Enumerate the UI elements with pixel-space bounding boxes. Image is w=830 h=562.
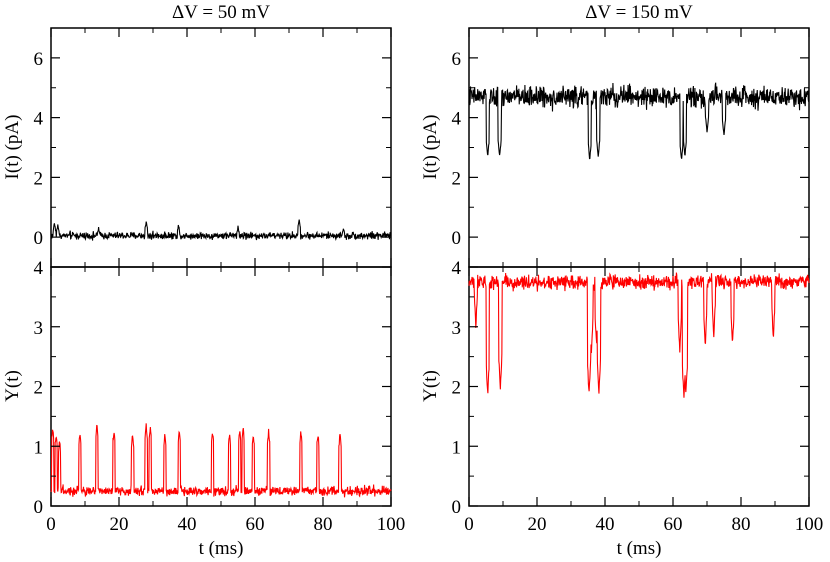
left-bottom-plot-area	[50, 266, 392, 507]
right-xtick-label: 0	[464, 514, 474, 535]
left-xtick-label: 20	[110, 514, 129, 535]
right-title: ΔV = 150 mV	[585, 2, 693, 23]
right-bottom-ytick-label: 0	[452, 497, 462, 518]
right-xlabel: t (ms)	[617, 538, 662, 559]
left-top-ytick-label: 6	[34, 49, 44, 70]
right-bottom-ylabel: Y(t)	[420, 370, 441, 402]
left-y-series	[50, 423, 392, 498]
left-xtick-label: 80	[314, 514, 333, 535]
right-xtick-label: 60	[664, 514, 683, 535]
left-title: ΔV = 50 mV	[172, 2, 270, 23]
right-bottom-plot-area	[468, 266, 810, 507]
right-xtick-label: 80	[732, 514, 751, 535]
left-xtick-label: 100	[377, 514, 406, 535]
left-xaxis: 0 20 40 60 80 100	[46, 28, 405, 535]
left-bottom-ytick-label: 4	[34, 258, 44, 279]
left-bottom-ytick-label: 3	[34, 318, 44, 339]
left-bottom-ytick-label: 2	[34, 378, 44, 399]
left-bottom-yaxis: 0 1 2 3 4	[34, 258, 391, 518]
right-top-ytick-label: 6	[452, 49, 462, 70]
right-top-plot-area	[468, 27, 810, 268]
right-xtick-label: 100	[795, 514, 824, 535]
right-bottom-ytick-label: 1	[452, 437, 462, 458]
left-top-ytick-label: 2	[34, 168, 44, 189]
right-bottom-ytick-label: 4	[452, 258, 462, 279]
right-bottom-yaxis: 0 1 2 3 4	[452, 258, 809, 518]
right-bottom-ytick-label: 3	[452, 318, 462, 339]
right-xtick-label: 40	[596, 514, 615, 535]
left-bottom-ylabel: Y(t)	[2, 370, 23, 402]
current-line	[50, 219, 392, 242]
left-top-ylabel: I(t) (pA)	[2, 115, 23, 180]
right-xtick-label: 20	[528, 514, 547, 535]
Y-line	[468, 272, 810, 398]
left-bottom-ytick-label: 1	[34, 437, 44, 458]
current-line	[468, 82, 810, 160]
left-xtick-label: 60	[246, 514, 265, 535]
right-top-ylabel: I(t) (pA)	[420, 115, 441, 180]
left-xtick-label: 40	[178, 514, 197, 535]
left-xtick-label: 0	[46, 514, 56, 535]
left-top-yaxis: 0 2 4 6	[34, 49, 391, 249]
right-xaxis: 0 20 40 60 80 100	[464, 28, 823, 535]
left-panel: ΔV = 50 mV 0 2 4 6 0 1 2 3 4 0 20 40 60 80 100 I(t) …	[2, 2, 405, 559]
Y-line	[50, 423, 392, 498]
right-top-yaxis: 0 2 4 6	[452, 49, 809, 249]
left-top-plot-area	[50, 27, 392, 268]
right-top-ytick-label: 0	[452, 228, 462, 249]
left-top-ytick-label: 0	[34, 228, 44, 249]
right-current-series	[468, 82, 810, 160]
right-y-series	[468, 272, 810, 398]
right-panel: ΔV = 150 mV 0 2 4 6 0 1 2 3 4 0 20 40 60 80 100 I(t)…	[420, 2, 823, 559]
right-top-ytick-label: 2	[452, 168, 462, 189]
right-bottom-ytick-label: 2	[452, 378, 462, 399]
left-bottom-ytick-label: 0	[34, 497, 44, 518]
left-xlabel: t (ms)	[199, 538, 244, 559]
left-top-ytick-label: 4	[34, 109, 44, 130]
left-current-series	[50, 219, 392, 242]
right-top-ytick-label: 4	[452, 109, 462, 130]
